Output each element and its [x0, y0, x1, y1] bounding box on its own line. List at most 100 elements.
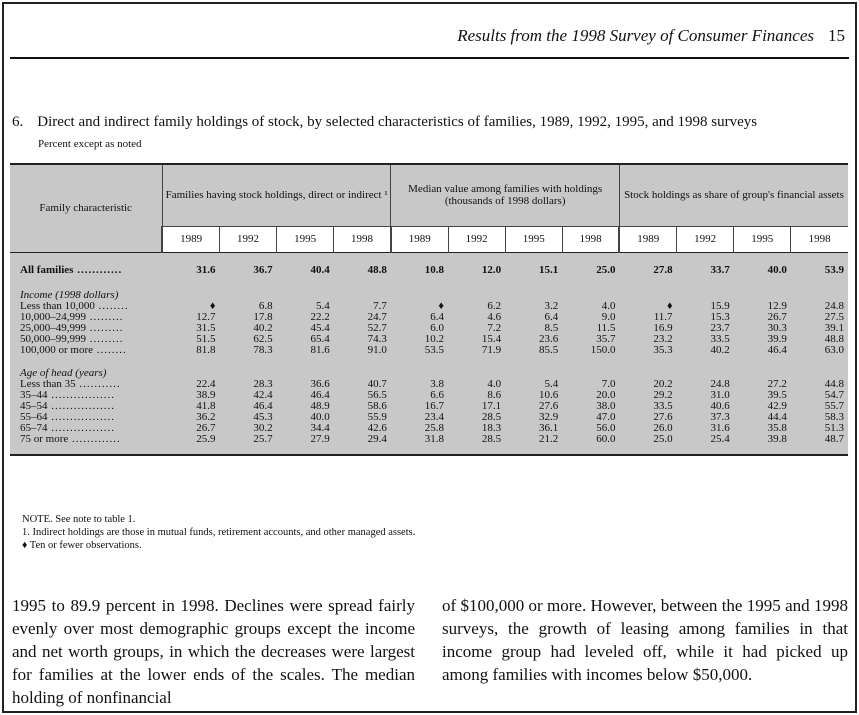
spacer-cell	[10, 445, 848, 455]
leader-dots: .............	[68, 433, 121, 445]
table-cell: 31.0	[710, 389, 730, 401]
note-line: 1. Indirect holdings are those in mutual…	[22, 527, 416, 538]
table-row: 100,000 or more ........ 81.8 78.3 81.6 91.0…	[10, 345, 848, 356]
table-cell: 8.5	[544, 322, 559, 334]
spacer-row	[10, 356, 848, 366]
row-label-text: 65–74	[20, 422, 48, 434]
table-cell: 44.8	[824, 378, 844, 390]
year-header: 1995	[504, 225, 563, 252]
table-cell: 15.4	[481, 333, 502, 345]
body-text-left-column: 1995 to 89.9 percent in 1998. Declines w…	[12, 596, 415, 707]
table-cell: 28.3	[253, 378, 273, 390]
table-cell: 15.1	[539, 263, 559, 276]
table-cell: 40.6	[710, 400, 730, 412]
table-row: Less than 35 ........... 22.4 28.3 36.6 40.7…	[10, 379, 848, 390]
table-cell: 81.8	[196, 344, 216, 356]
row-label: 45–54 .................	[10, 401, 162, 412]
table-cell: 6.2	[487, 300, 502, 312]
table-cell: 22.4	[196, 378, 216, 390]
table-cell: 7.0	[601, 378, 616, 390]
table-cell: 24.7	[367, 311, 387, 323]
table-cell: 21.2	[539, 433, 559, 445]
table-cell: 39.5	[767, 389, 787, 401]
table-cell: 10.6	[539, 389, 559, 401]
year-header-row: 1989 1992 1995 1998 1989 1992 1995 1998 1989 1992…	[10, 225, 848, 252]
table-cell: 42.6	[367, 422, 387, 434]
year-header: 1992	[218, 225, 277, 252]
table-row: All families ............ 31.6 36.7 40.4 48.…	[10, 262, 848, 278]
year-header: 1995	[733, 225, 791, 252]
row-label-text: Less than 35	[20, 378, 76, 390]
table-cell: 35.3	[653, 344, 673, 356]
table-cell: 53.9	[824, 263, 844, 276]
table-cell: 3.8	[430, 378, 445, 390]
table-cell: 23.6	[539, 333, 559, 345]
row-label-text: All families	[20, 263, 74, 276]
table-title-text: Direct and indirect family holdings of s…	[37, 114, 758, 130]
table-cell: 60.0	[596, 433, 616, 445]
table-cell: 7.2	[487, 322, 502, 334]
table-row: 55–64 ................. 36.2 45.3 40.0 55.9 2…	[10, 412, 848, 423]
table-cell: 58.3	[824, 411, 844, 423]
table-notes: NOTE. See note to table 1. 1. Indirect h…	[22, 513, 415, 552]
table-cell: 40.2	[253, 322, 273, 334]
row-label-text: 100,000 or more	[20, 344, 94, 356]
table-cell: 6.4	[430, 311, 445, 323]
leader-dots: ........	[94, 300, 129, 312]
spacer-row	[10, 252, 848, 262]
table-cell: 44.4	[767, 411, 787, 423]
table-cell: 12.7	[196, 311, 216, 323]
table-cell: 45.4	[310, 322, 330, 334]
table-cell: 16.7	[424, 400, 445, 412]
table-row: 25,000–49,999 ......... 31.5 40.2 45.4 52.7 6…	[10, 323, 848, 334]
table-cell: 56.5	[367, 389, 387, 401]
table-cell: 6.8	[258, 300, 273, 312]
table-cell: 34.4	[310, 422, 330, 434]
table-cell: 23.4	[424, 411, 445, 423]
data-table-wrapper: Family characteristic Families having st…	[10, 163, 848, 456]
table-cell: 27.2	[767, 378, 787, 390]
row-label: All families ............	[10, 262, 162, 278]
table-cell: 91.0	[367, 344, 387, 356]
table-cell: 35.7	[596, 333, 616, 345]
table-row: 10,000–24,999 ......... 12.7 17.8 22.2 24.7 6…	[10, 312, 848, 323]
table-cell: 74.3	[367, 333, 387, 345]
table-cell: 11.7	[653, 311, 673, 323]
table-title: 6. Direct and indirect family holdings of…	[12, 114, 757, 131]
table-cell: 71.9	[481, 344, 502, 356]
table-cell: 25.8	[424, 422, 445, 434]
table-cell: 51.5	[196, 333, 216, 345]
family-characteristic-header: Family characteristic	[10, 164, 163, 252]
row-label-text: 25,000–49,999	[20, 322, 86, 334]
table-cell: 29.4	[367, 433, 387, 445]
row-label-text: 50,000–99,999	[20, 333, 86, 345]
row-label: Less than 35 ...........	[10, 379, 162, 390]
table-cell: 26.0	[653, 422, 673, 434]
row-label-text: 45–54	[20, 400, 48, 412]
table-cell: 40.4	[310, 263, 330, 276]
table-cell: 46.4	[253, 400, 273, 412]
group-header-share: Stock holdings as share of group's finan…	[618, 164, 848, 226]
row-label: 50,000–99,999 .........	[10, 334, 162, 345]
table-row: 45–54 ................. 41.8 46.4 48.9 58.6 1…	[10, 401, 848, 412]
table-cell: 62.5	[253, 333, 273, 345]
table-cell: 26.7	[196, 422, 216, 434]
table-cell: 15.9	[710, 300, 730, 312]
table-cell: 25.4	[710, 433, 730, 445]
table-cell: 25.0	[596, 263, 616, 276]
year-header: 1989	[161, 225, 220, 252]
leader-dots: .................	[47, 422, 115, 434]
leader-dots: .........	[86, 311, 124, 323]
table-row: 50,000–99,999 ......... 51.5 62.5 65.4 74.3 1…	[10, 334, 848, 345]
table-cell: 36.6	[310, 378, 330, 390]
table-cell: 30.3	[767, 322, 787, 334]
row-label: 10,000–24,999 .........	[10, 312, 162, 323]
table-cell: 9.0	[601, 311, 616, 323]
table-cell: 53.5	[424, 344, 445, 356]
row-label: 55–64 .................	[10, 412, 162, 423]
group-header-median-value: Median value among families with holding…	[390, 164, 620, 226]
spacer-cell	[10, 252, 848, 262]
table-subtitle: Percent except as noted	[38, 138, 142, 150]
year-header: 1998	[333, 225, 391, 252]
